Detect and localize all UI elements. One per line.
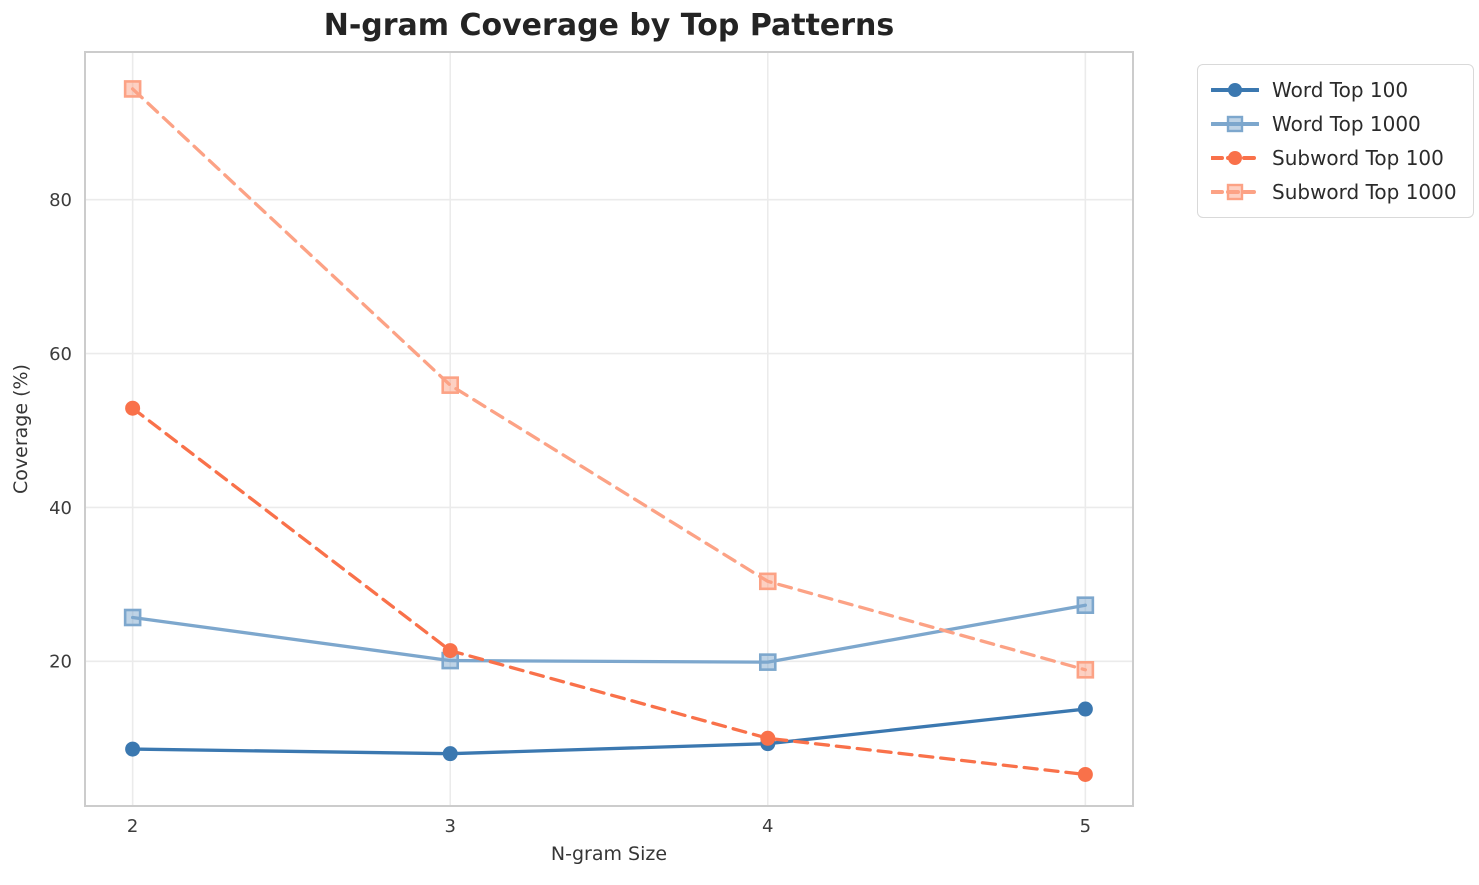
legend-marker <box>1228 151 1242 165</box>
series-word-top-1000 <box>123 596 1095 671</box>
series-line <box>130 603 1088 664</box>
x-tick-label: 5 <box>1080 816 1091 837</box>
legend-item-word-top-1000: Word Top 1000 <box>1211 110 1457 138</box>
data-point-marker <box>1077 766 1093 782</box>
data-point-marker <box>442 746 458 762</box>
gridlines <box>85 52 1133 806</box>
series-subword-top-1000 <box>123 80 1095 679</box>
legend-square-marker-icon <box>1211 183 1259 201</box>
data-point-marker <box>125 400 141 416</box>
y-tick-label: 20 <box>49 652 72 673</box>
data-point-marker <box>125 741 141 757</box>
legend-label: Subword Top 100 <box>1272 146 1444 170</box>
y-tick-label: 80 <box>49 190 72 211</box>
legend-label: Subword Top 1000 <box>1272 180 1457 204</box>
x-tick-label: 3 <box>444 816 455 837</box>
legend-label: Word Top 1000 <box>1272 112 1421 136</box>
chart-title: N-gram Coverage by Top Patterns <box>323 8 895 43</box>
legend-item-subword-top-100: Subword Top 100 <box>1211 144 1457 172</box>
y-axis-label: Coverage (%) <box>10 364 32 494</box>
data-point-marker <box>758 653 777 671</box>
legend-square-marker-icon <box>1211 115 1259 133</box>
y-tick-label: 40 <box>49 498 72 519</box>
data-point-marker <box>441 376 460 394</box>
x-tick-label: 4 <box>762 816 773 837</box>
data-point-marker <box>123 608 142 627</box>
data-point-marker <box>123 80 142 98</box>
data-point-marker <box>1077 701 1093 717</box>
legend-marker <box>1226 115 1244 133</box>
legend-marker <box>1226 183 1244 201</box>
series-subword-top-100 <box>125 400 1093 782</box>
x-axis-label: N-gram Size <box>550 843 668 865</box>
legend-marker <box>1228 83 1242 97</box>
legend-label: Word Top 100 <box>1272 78 1409 102</box>
data-point-marker <box>1076 661 1095 679</box>
legend-item-word-top-100: Word Top 100 <box>1211 76 1457 104</box>
series-word-top-100 <box>125 701 1093 762</box>
data-point-marker <box>760 730 776 746</box>
series-line <box>130 87 1088 672</box>
series-line <box>130 707 1088 756</box>
data-point-marker <box>442 643 458 659</box>
data-point-marker <box>1076 596 1095 614</box>
legend-circle-marker-icon <box>1211 83 1259 97</box>
series-line <box>130 406 1088 777</box>
legend-item-subword-top-1000: Subword Top 1000 <box>1211 178 1457 206</box>
data-point-marker <box>758 572 777 591</box>
legend-circle-marker-icon <box>1211 151 1259 165</box>
x-tick-label: 2 <box>127 816 138 837</box>
axis-ticks: 20 40 60 80 2 3 4 5 <box>49 190 1091 837</box>
plot-border <box>84 51 1134 807</box>
y-tick-label: 60 <box>49 344 72 365</box>
legend: Word Top 100 Word Top 1000 Subword Top 100… <box>1197 64 1474 218</box>
